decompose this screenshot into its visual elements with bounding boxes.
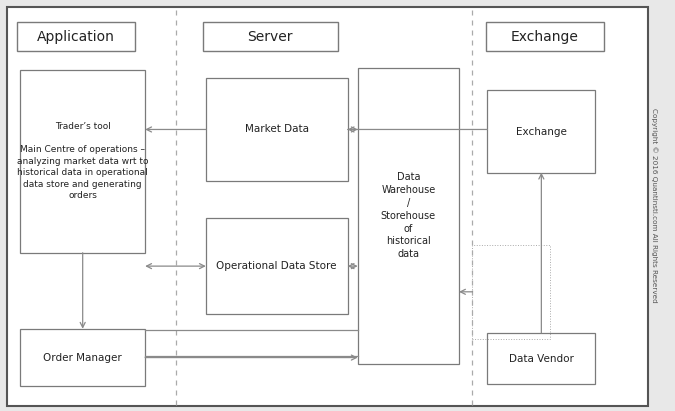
- Text: Data Vendor: Data Vendor: [509, 353, 574, 364]
- Text: Copyright © 2016 Quantinsti.com All Rights Reserved: Copyright © 2016 Quantinsti.com All Righ…: [651, 108, 658, 303]
- Bar: [472, 245, 550, 339]
- Bar: [206, 218, 348, 314]
- Text: Market Data: Market Data: [245, 125, 308, 134]
- Text: Data
Warehouse
/
Storehouse
of
historical
data: Data Warehouse / Storehouse of historica…: [381, 172, 436, 259]
- Bar: [486, 22, 604, 51]
- Bar: [487, 90, 595, 173]
- Text: Trader’s tool

Main Centre of operations –
analyzing market data wrt to
historic: Trader’s tool Main Centre of operations …: [17, 122, 148, 200]
- Text: Exchange: Exchange: [511, 30, 579, 44]
- Text: Exchange: Exchange: [516, 127, 567, 136]
- Text: Order Manager: Order Manager: [43, 353, 122, 363]
- Bar: [20, 70, 145, 253]
- Text: Server: Server: [247, 30, 293, 44]
- Text: Operational Data Store: Operational Data Store: [217, 261, 337, 271]
- Bar: [202, 22, 338, 51]
- Bar: [487, 333, 595, 384]
- Bar: [358, 68, 459, 364]
- Bar: [17, 22, 135, 51]
- Text: Application: Application: [37, 30, 115, 44]
- Bar: [20, 329, 145, 386]
- Bar: [206, 78, 348, 181]
